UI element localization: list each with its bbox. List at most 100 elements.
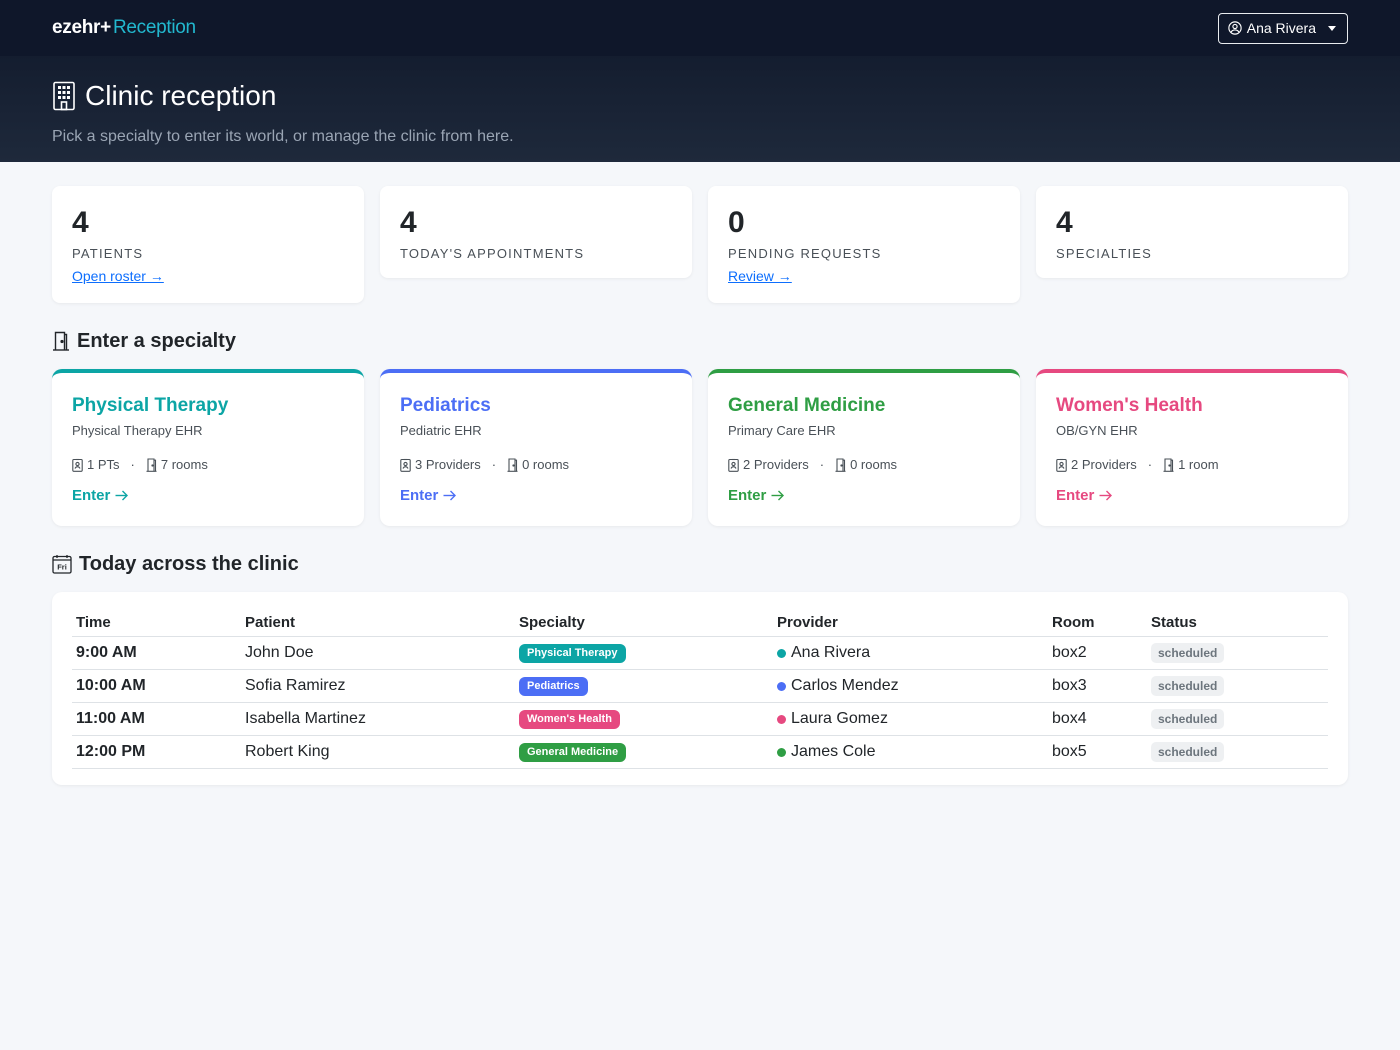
provider: Ana Rivera [777,644,1044,662]
provider-count: 2 Providers [743,457,809,472]
room-count: 0 rooms [522,457,570,472]
room-name: box5 [1048,735,1147,769]
page-header: Clinic reception Pick a specialty to ent… [0,56,1400,162]
col-header-specialty: Specialty [515,612,773,637]
stat-value: 0 [728,206,745,239]
specialty-ehr: Primary Care EHR [728,423,836,438]
provider-name: Ana Rivera [791,644,871,661]
arrow-right-icon [1099,490,1113,501]
today-heading: Fri Today across the clinic [52,552,1348,576]
status-badge: scheduled [1151,643,1225,663]
stat-label: PENDING REQUESTS [728,246,882,261]
specialty-color-dot [777,747,786,757]
specialty-ehr: Pediatric EHR [400,423,482,438]
separator-dot: · [130,457,135,472]
specialty-cell: General Medicine [515,735,773,769]
table-row: 12:00 PM Robert King General Medicine Ja… [72,735,1328,769]
enter-label: Enter [1056,487,1095,504]
enter-link[interactable]: Enter [1056,487,1113,504]
building-icon [53,81,75,111]
stat-label: PATIENTS [72,246,144,261]
page-title: Clinic reception [52,78,1348,114]
arrow-right-icon [115,490,129,501]
arrow-right-icon [771,490,785,501]
status-badge: scheduled [1151,676,1225,696]
enter-label: Enter [728,487,767,504]
appointments-table-card: Time Patient Specialty Provider Room Sta… [52,592,1348,785]
user-menu-button[interactable]: Ana Rivera [1217,12,1348,44]
provider: Carlos Mendez [777,677,1044,695]
appointment-time: 12:00 PM [72,735,241,769]
enter-link[interactable]: Enter [72,487,129,504]
calendar-icon: Fri [52,555,72,574]
provider-name: Carlos Mendez [791,677,899,694]
brand-subtitle: Reception [112,17,196,38]
specialty-card-general-medicine[interactable]: General Medicine Primary Care EHR 2 Prov… [708,369,1020,526]
specialty-card-pediatrics[interactable]: Pediatrics Pediatric EHR 3 Providers · 0… [380,369,692,526]
review-link[interactable]: Review → [728,268,792,284]
specialty-cards: Physical Therapy Physical Therapy EHR 1 … [52,369,1348,526]
specialty-card-physical-therapy[interactable]: Physical Therapy Physical Therapy EHR 1 … [52,369,364,526]
user-circle-icon [1228,21,1242,35]
specialty-badge: Pediatrics [519,677,588,696]
patient-name: John Doe [241,636,515,670]
main-content: 4 PATIENTS Open roster → 4 TODAY'S APPOI… [0,162,1400,785]
specialty-badge: Physical Therapy [519,644,626,663]
stat-card-patients: 4 PATIENTS Open roster → [52,186,364,303]
stat-label: SPECIALTIES [1056,246,1153,261]
enter-link[interactable]: Enter [400,487,457,504]
specialty-cell: Women's Health [515,702,773,736]
appointment-time: 11:00 AM [72,702,241,736]
room-name: box4 [1048,702,1147,736]
appointment-time: 10:00 AM [72,669,241,703]
chevron-down-icon [1328,25,1336,31]
col-header-patient: Patient [241,612,515,637]
specialty-meta: 2 Providers · 1 room [1056,457,1328,472]
stat-label: TODAY'S APPOINTMENTS [400,246,585,261]
col-header-status: Status [1147,612,1328,637]
stat-card-pending-requests: 0 PENDING REQUESTS Review → [708,186,1020,303]
specialty-meta: 2 Providers · 0 rooms [728,457,1000,472]
room-count: 0 rooms [850,457,898,472]
provider-count: 2 Providers [1071,457,1137,472]
room-name: box2 [1048,636,1147,670]
status-cell: scheduled [1147,636,1328,670]
provider-cell: Laura Gomez [773,702,1048,736]
page-subtitle: Pick a specialty to enter its world, or … [52,128,514,145]
appointment-time: 9:00 AM [72,636,241,670]
specialty-meta: 3 Providers · 0 rooms [400,457,672,472]
open-roster-link[interactable]: Open roster → [72,268,164,284]
page-title-text: Clinic reception [85,80,277,111]
col-header-room: Room [1048,612,1147,637]
status-badge: scheduled [1151,709,1225,729]
badge-icon [400,458,411,472]
patient-name: Robert King [241,735,515,769]
patient-name: Isabella Martinez [241,702,515,736]
provider-cell: Ana Rivera [773,636,1048,670]
badge-icon [72,458,83,472]
specialty-name: Physical Therapy [72,395,229,416]
enter-label: Enter [400,487,439,504]
specialties-heading-text: Enter a specialty [77,329,236,352]
specialties-heading: Enter a specialty [52,329,1348,353]
specialty-cell: Pediatrics [515,669,773,703]
badge-icon [1056,458,1067,472]
door-icon [53,331,69,351]
calendar-day: Fri [57,563,67,572]
door-icon [146,457,157,472]
specialty-name: General Medicine [728,395,886,416]
enter-link[interactable]: Enter [728,487,785,504]
provider-cell: Carlos Mendez [773,669,1048,703]
room-count: 1 room [1178,457,1219,472]
specialty-ehr: Physical Therapy EHR [72,423,203,438]
appointments-table: Time Patient Specialty Provider Room Sta… [72,612,1328,769]
specialty-card-womens-health[interactable]: Women's Health OB/GYN EHR 2 Providers · … [1036,369,1348,526]
specialty-badge: General Medicine [519,743,627,762]
patient-name: Sofia Ramirez [241,669,515,703]
provider: James Cole [777,743,1044,761]
specialty-color-dot [777,648,786,658]
door-icon [835,457,846,472]
stats-row: 4 PATIENTS Open roster → 4 TODAY'S APPOI… [52,186,1348,303]
provider: Laura Gomez [777,710,1044,728]
brand-logo[interactable]: ezehr+ Reception [52,17,196,39]
